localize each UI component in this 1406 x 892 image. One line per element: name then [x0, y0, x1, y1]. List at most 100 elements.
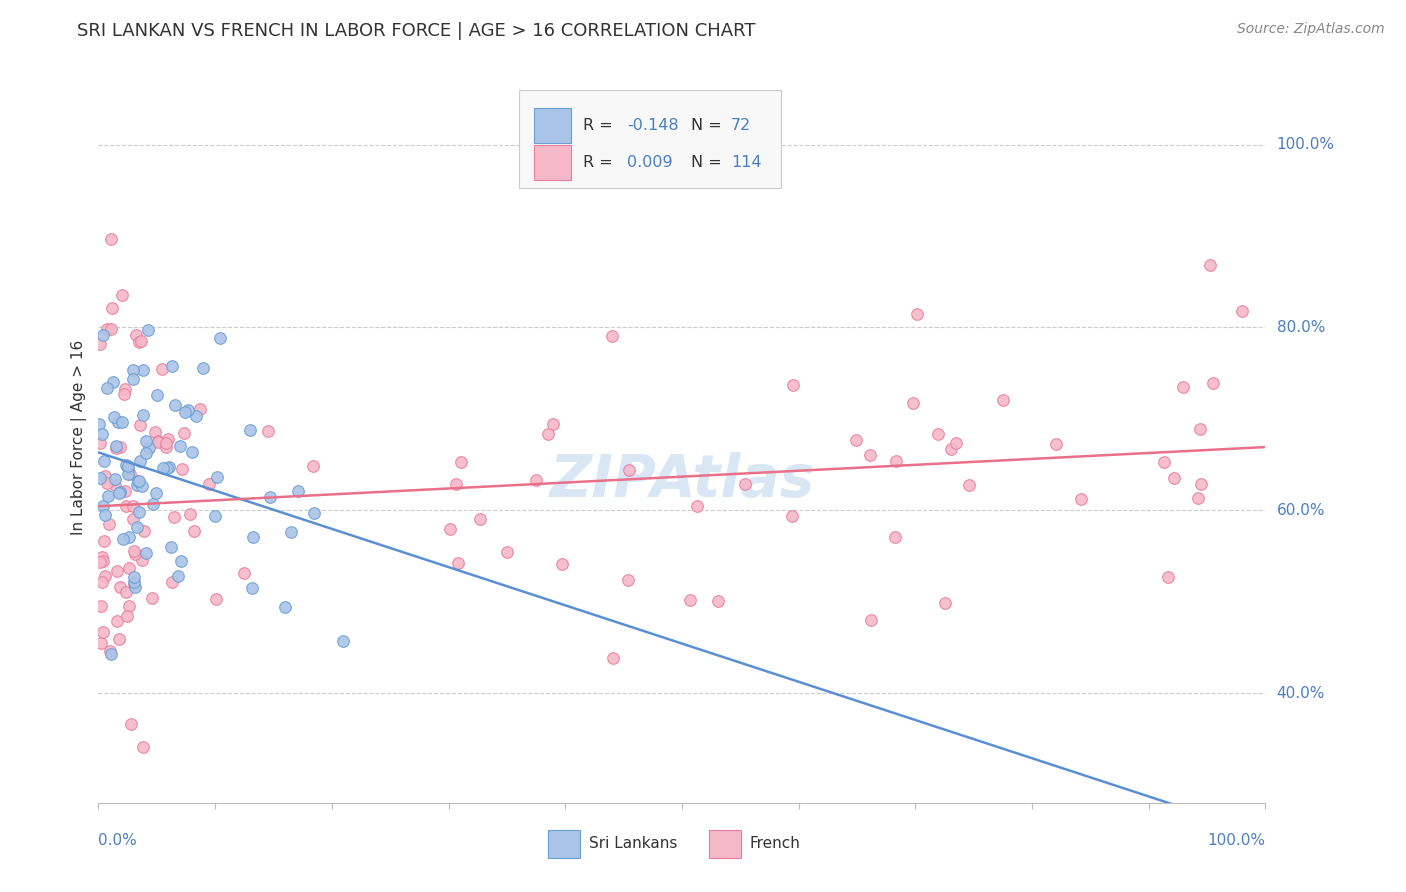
Point: [146, 434, 169, 449]
Point: [181, 445, 204, 459]
Point: [114, 382, 136, 396]
Point: [122, 575, 145, 590]
Point: [94, 469, 117, 483]
Point: [100, 322, 122, 336]
Y-axis label: In Labor Force | Age > 16: In Labor Force | Age > 16: [72, 340, 87, 534]
Point: [131, 478, 153, 492]
Text: 100.0%: 100.0%: [1277, 137, 1334, 152]
Point: [98, 517, 121, 532]
Point: [128, 505, 150, 519]
Point: [256, 424, 278, 438]
Point: [105, 564, 128, 578]
Point: [934, 596, 956, 610]
Point: [941, 442, 963, 457]
Point: [90, 574, 112, 589]
Point: [135, 434, 157, 449]
Point: [152, 461, 174, 475]
Point: [239, 423, 262, 437]
Text: R =: R =: [582, 118, 617, 133]
Point: [91, 499, 114, 513]
Point: [160, 541, 183, 555]
Point: [160, 574, 183, 589]
Point: [132, 408, 155, 422]
Point: [108, 486, 131, 500]
Point: [90, 599, 112, 613]
Point: [860, 613, 883, 627]
Text: R =: R =: [582, 154, 617, 169]
Point: [98, 644, 121, 658]
Point: [156, 461, 179, 475]
Point: [100, 647, 122, 661]
Point: [332, 633, 354, 648]
Point: [179, 508, 201, 522]
Text: Source: ZipAtlas.com: Source: ZipAtlas.com: [1237, 22, 1385, 37]
Point: [155, 436, 177, 450]
Point: [447, 557, 470, 571]
Point: [945, 436, 967, 450]
Point: [90, 427, 112, 442]
Point: [208, 331, 231, 345]
Point: [89, 555, 111, 569]
Bar: [709, 830, 741, 858]
Text: French: French: [749, 837, 800, 851]
Point: [121, 363, 143, 377]
Point: [101, 375, 124, 389]
Text: SRI LANKAN VS FRENCH IN LABOR FORCE | AGE > 16 CORRELATION CHART: SRI LANKAN VS FRENCH IN LABOR FORCE | AG…: [77, 22, 756, 40]
Point: [903, 396, 925, 410]
Point: [859, 448, 882, 462]
Point: [174, 404, 197, 418]
Point: [107, 415, 129, 429]
Point: [302, 506, 325, 520]
Point: [120, 717, 142, 731]
Point: [142, 497, 165, 511]
Point: [1199, 258, 1222, 272]
Point: [150, 362, 173, 376]
Point: [1153, 455, 1175, 469]
Point: [780, 509, 803, 524]
Point: [90, 636, 112, 650]
Point: [100, 232, 122, 246]
Point: [93, 508, 115, 522]
Point: [117, 461, 139, 475]
Point: [114, 483, 136, 498]
Point: [105, 441, 128, 455]
Point: [135, 546, 157, 560]
Point: [124, 580, 146, 594]
Point: [169, 439, 191, 453]
Point: [108, 580, 131, 594]
Point: [146, 388, 169, 402]
Point: [1202, 376, 1225, 390]
Point: [136, 323, 159, 337]
Point: [96, 381, 118, 395]
Bar: [534, 145, 571, 179]
Point: [108, 632, 131, 646]
Point: [104, 472, 127, 486]
Point: [96, 476, 118, 491]
Point: [122, 544, 145, 558]
Point: [104, 439, 127, 453]
Point: [121, 372, 143, 386]
Point: [104, 478, 127, 492]
Point: [96, 322, 118, 336]
Point: [115, 458, 138, 472]
Point: [93, 534, 115, 549]
Point: [110, 484, 132, 499]
Point: [124, 547, 146, 561]
Point: [141, 591, 163, 606]
Point: [439, 522, 461, 536]
Point: [122, 499, 145, 513]
Point: [143, 425, 166, 439]
Point: [117, 599, 139, 613]
Text: -0.148: -0.148: [627, 118, 679, 133]
Point: [112, 387, 135, 401]
Point: [117, 458, 139, 473]
Point: [301, 458, 323, 473]
Point: [188, 402, 211, 417]
Point: [125, 478, 148, 492]
Point: [166, 568, 188, 582]
Point: [131, 334, 153, 348]
Point: [551, 557, 574, 571]
Point: [204, 592, 226, 607]
Point: [128, 474, 150, 488]
FancyBboxPatch shape: [519, 90, 782, 188]
